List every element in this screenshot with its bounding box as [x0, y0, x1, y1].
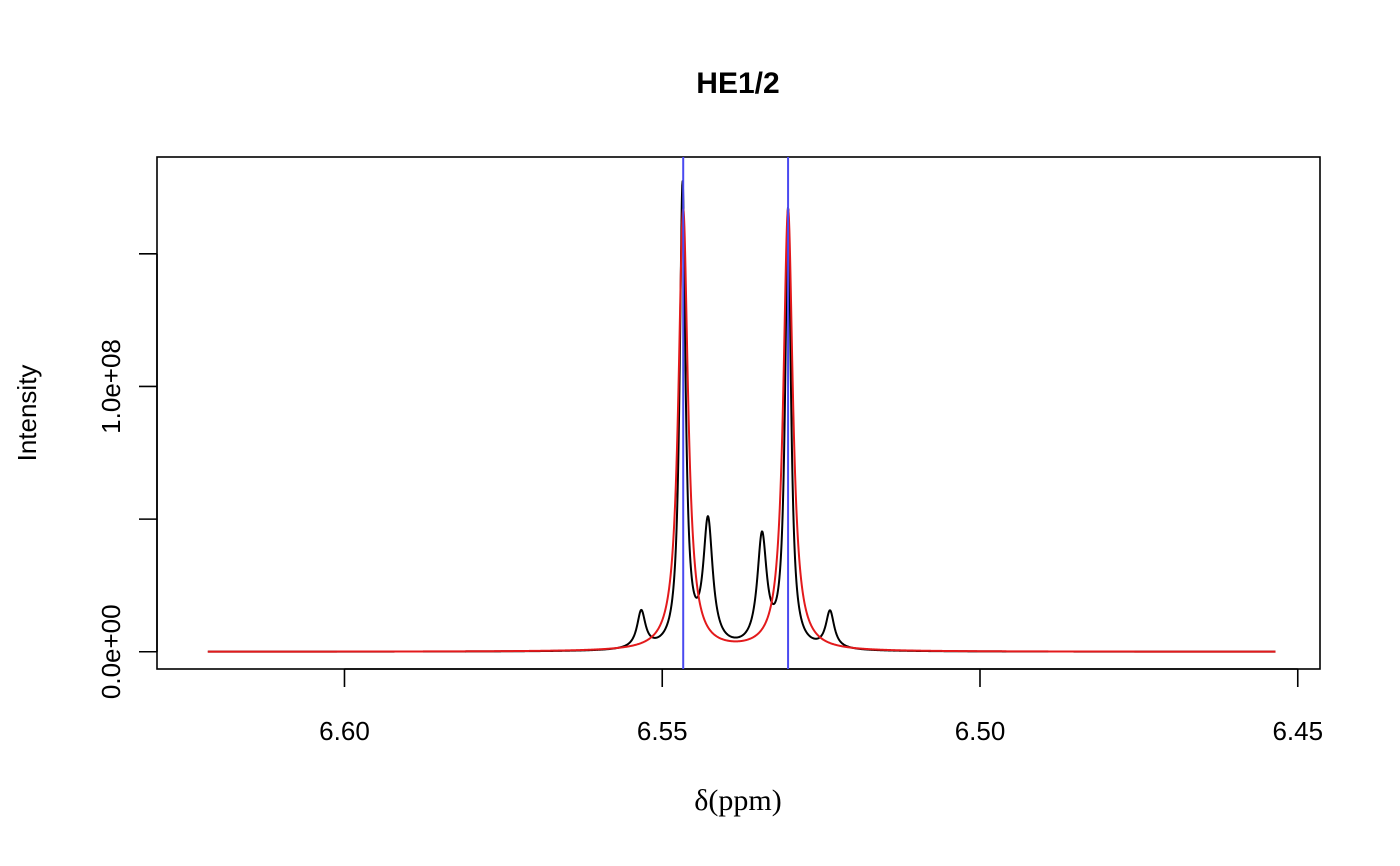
y-tick-label: 0.0e+00: [96, 604, 126, 699]
x-axis-label: δ(ppm): [694, 784, 781, 817]
series-line-1: [207, 180, 1277, 653]
y-axis-label: Intensity: [12, 365, 42, 462]
series-line-2: [207, 207, 1277, 653]
reference-lines: [682, 157, 790, 669]
series-layer: [207, 180, 1277, 653]
plot-frame: [156, 156, 1321, 670]
x-tick-label: 6.45: [1272, 716, 1323, 746]
x-tick-label: 6.50: [955, 716, 1006, 746]
chart-title: HE1/2: [696, 67, 779, 100]
y-tick-label: 1.0e+08: [96, 339, 126, 434]
x-axis: 6.60 6.55 6.50 6.45: [319, 668, 1323, 746]
x-tick-label: 6.60: [319, 716, 370, 746]
x-tick-label: 6.55: [637, 716, 688, 746]
y-axis: 0.0e+00 1.0e+08: [96, 253, 158, 699]
